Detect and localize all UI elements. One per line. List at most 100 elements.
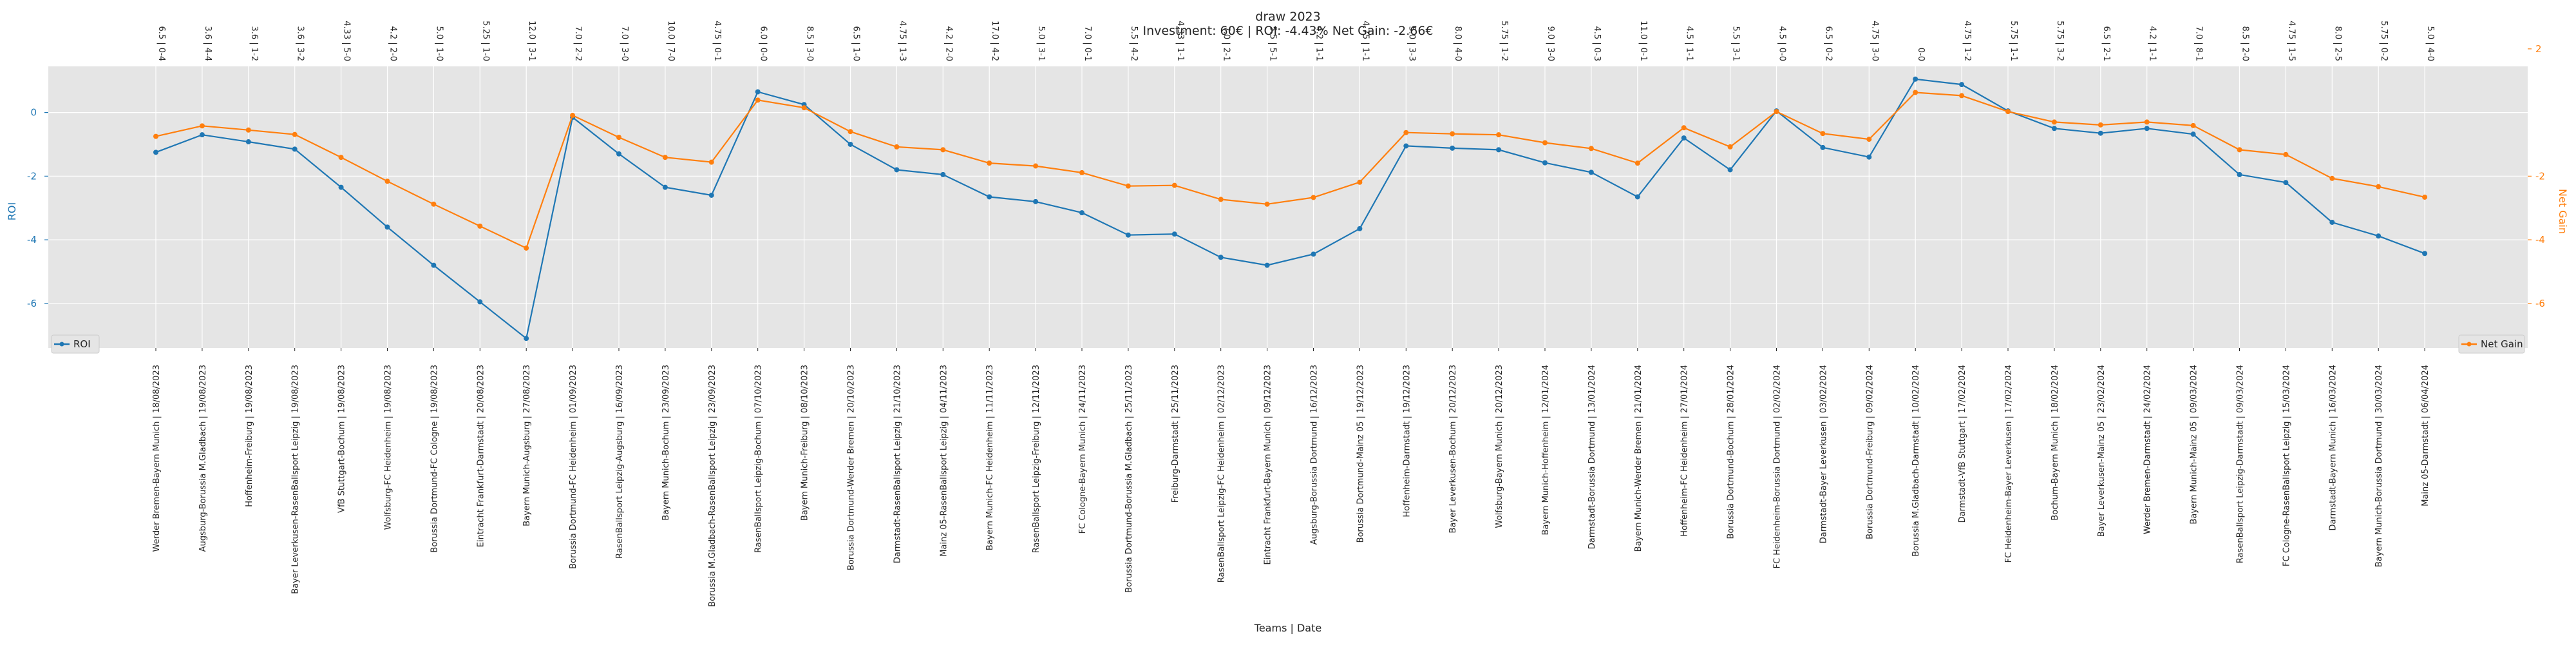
top-label: 8.5 | 3-0 <box>805 26 815 61</box>
data-point-net-gain <box>2376 184 2382 189</box>
top-label: 12.0 | 3-1 <box>527 21 536 61</box>
x-tick-label: Wolfsburg-FC Heidenheim | 19/08/2023 <box>384 365 393 530</box>
top-label: 4.5 | 1-1 <box>1685 26 1694 61</box>
data-point-roi <box>1403 143 1409 149</box>
top-label: 8.0 | 4-0 <box>1453 26 1463 61</box>
series-line-roi <box>155 78 2425 340</box>
y-axis-label-right: Net Gain <box>2557 189 2569 234</box>
data-point-roi <box>524 336 529 342</box>
data-point-net-gain <box>477 223 483 229</box>
x-tick-label: Borussia Dortmund-Werder Bremen | 20/10/… <box>847 365 857 570</box>
top-label: 7.0 | 2-1 <box>1222 26 1231 61</box>
data-point-net-gain <box>1820 131 1826 137</box>
x-tick-label: Augsburg-Borussia Dortmund | 16/12/2023 <box>1310 365 1320 545</box>
data-point-roi <box>662 184 668 190</box>
data-point-roi <box>338 184 344 190</box>
x-tick-label: Bayern Munich-Bochum | 23/09/2023 <box>661 365 671 521</box>
grid-lines <box>48 48 2528 348</box>
x-tick-labels: Werder Bremen-Bayern Munich | 18/08/2023… <box>152 348 2430 607</box>
x-tick-label: VfB Stuttgart-Bochum | 19/08/2023 <box>337 365 347 513</box>
data-point-net-gain <box>1634 160 1640 166</box>
y-axis-label-left: ROI <box>6 202 18 220</box>
data-point-roi <box>2329 219 2335 225</box>
x-tick-label: Werder Bremen-Bayern Munich | 18/08/2023 <box>152 365 162 552</box>
x-tick-label: Wolfsburg-Bayern Munich | 20/12/2023 <box>1495 365 1504 528</box>
legend-net-gain-box <box>2458 334 2525 354</box>
data-point-roi <box>245 139 251 145</box>
top-label: 6.5 | 2-1 <box>2101 26 2111 61</box>
y-tick-label-left: -2 <box>27 170 37 182</box>
x-tick-label: Freiburg-Darmstadt | 25/11/2023 <box>1171 365 1180 503</box>
data-point-roi <box>708 192 714 198</box>
x-tick-label: Bayern Munich-Freiburg | 08/10/2023 <box>800 365 810 521</box>
top-label: 7.0 | 2-2 <box>573 26 583 61</box>
y-tick-label-left: 0 <box>30 107 37 119</box>
data-point-roi <box>1125 232 1131 238</box>
x-tick-label: Mainz 05-Darmstadt | 06/04/2024 <box>2421 365 2430 507</box>
x-tick-label: Hoffenheim-Darmstadt | 19/12/2023 <box>1402 365 1412 517</box>
x-tick-label: Borussia Dortmund-FC Cologne | 19/08/202… <box>430 365 439 553</box>
data-point-roi <box>199 132 205 138</box>
data-point-roi <box>1866 154 1872 160</box>
data-point-roi <box>1264 262 1270 268</box>
data-point-net-gain <box>570 113 576 119</box>
data-point-net-gain <box>1403 130 1409 135</box>
x-tick-label: FC Cologne-Bayern Munich | 24/11/2023 <box>1078 365 1088 534</box>
top-label: 5.0 | 1-0 <box>434 26 444 61</box>
x-tick-label: Darmstadt-Borussia Dortmund | 13/01/2024 <box>1587 365 1597 549</box>
x-tick-label: Borussia Dortmund-Borussia M.Gladbach | … <box>1124 365 1134 593</box>
top-label: 3.6 | 1-2 <box>249 26 259 61</box>
legend-net-gain: Net Gain <box>2458 334 2525 354</box>
y-tick-label-right: -2 <box>2535 170 2545 182</box>
data-point-net-gain <box>1913 90 1918 95</box>
data-point-net-gain <box>153 133 158 139</box>
x-tick-label: Bayern Munich-Hoffenheim | 12/01/2024 <box>1541 365 1551 535</box>
data-point-net-gain <box>2098 122 2103 128</box>
data-point-net-gain <box>199 123 205 129</box>
x-tick-label: Eintracht Frankfurt-Darmstadt | 20/08/20… <box>476 365 486 547</box>
data-point-net-gain <box>1125 183 1131 189</box>
x-tick-label: Borussia Dortmund-Freiburg | 09/02/2024 <box>1865 365 1875 539</box>
x-tick-label: Bayern Munich-Mainz 05 | 09/03/2024 <box>2190 365 2199 525</box>
data-point-net-gain <box>987 160 992 166</box>
x-tick-label: FC Heidenheim-Bayer Leverkusen | 17/02/2… <box>2004 365 2014 563</box>
data-point-roi <box>1357 226 1363 231</box>
top-label: 4.75 | 1-1 <box>1360 21 1370 61</box>
data-point-roi <box>477 299 483 305</box>
data-point-roi <box>1171 231 1177 237</box>
y-tick-label-left: -4 <box>27 234 37 246</box>
data-point-roi <box>616 151 621 157</box>
top-label: 4.75 | 1-2 <box>1962 21 1972 61</box>
x-tick-label: Bayer Leverkusen-Mainz 05 | 23/02/2024 <box>2097 365 2107 537</box>
data-point-net-gain <box>1450 131 1455 137</box>
data-point-net-gain <box>2237 147 2242 153</box>
top-label: 0-0 <box>1916 48 1926 61</box>
legend-roi-label: ROI <box>73 338 91 350</box>
data-point-roi <box>2051 126 2057 131</box>
x-tick-label: Bayer Leverkusen-Bochum | 20/12/2023 <box>1448 365 1458 533</box>
x-tick-label: Werder Bremen-Darmstadt | 24/02/2024 <box>2143 365 2153 534</box>
top-label: 6.0 | 0-0 <box>759 26 768 61</box>
legend-roi: ROI <box>51 334 100 354</box>
plot-area <box>48 66 2528 348</box>
x-tick-label: RasenBallsport Leipzig-Freiburg | 12/11/… <box>1032 365 1041 553</box>
x-tick-label: Borussia Dortmund-Bochum | 28/01/2024 <box>1727 365 1736 539</box>
data-point-roi <box>1033 198 1039 204</box>
data-point-net-gain <box>616 135 621 140</box>
x-tick-label: RasenBallsport Leipzig-FC Heidenheim | 0… <box>1217 365 1227 583</box>
axis-ticks: 0 -2 -4 -6 2 -2 -4 -6 <box>27 43 2545 309</box>
top-label: 4.75 | 1-5 <box>2286 21 2296 61</box>
data-point-net-gain <box>894 144 900 150</box>
top-label: 3.6 | 3-2 <box>296 26 305 61</box>
top-label: 4.33 | 5-0 <box>342 21 352 61</box>
data-point-roi <box>1311 251 1316 257</box>
data-point-net-gain <box>1033 163 1039 169</box>
top-label: 5.25 | 1-0 <box>480 21 490 61</box>
data-point-roi <box>384 224 390 230</box>
top-label: 5.0 | 4-0 <box>2425 26 2435 61</box>
data-point-net-gain <box>2144 119 2150 125</box>
x-tick-label: Mainz 05-RasenBallsport Leipzig | 04/11/… <box>939 365 949 557</box>
y-tick-label-right: 2 <box>2535 43 2542 55</box>
top-label: 4.75 | 0-1 <box>712 21 722 61</box>
top-label: 5.5 | 5-1 <box>1268 26 1278 61</box>
